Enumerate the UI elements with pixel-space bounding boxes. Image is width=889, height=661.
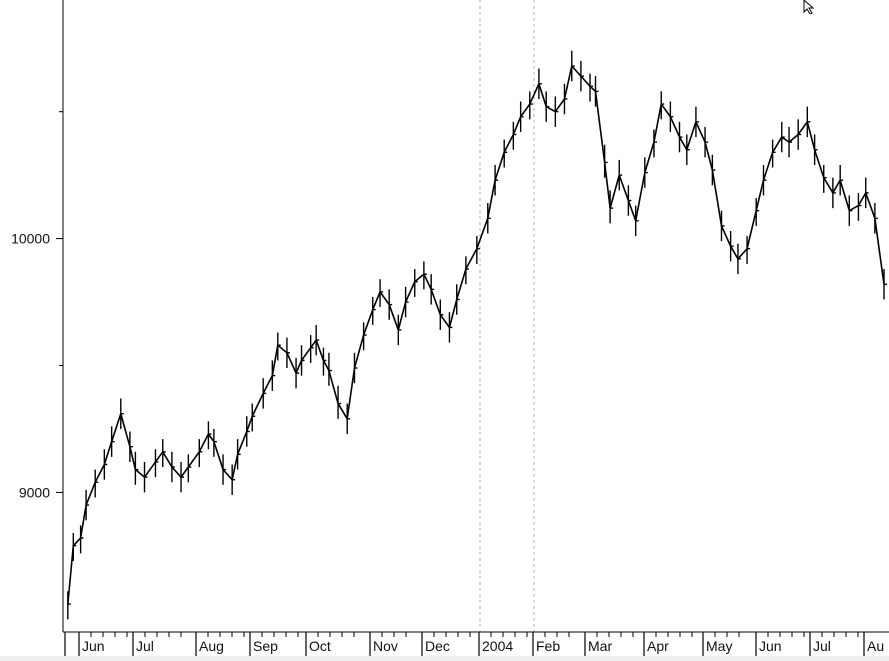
x-tick-label: Oct	[309, 638, 331, 654]
x-tick-label: Mar	[588, 638, 612, 654]
y-tick-label: 10000	[11, 231, 50, 247]
bottom-scroll-strip[interactable]	[0, 656, 889, 661]
x-tick-label: Sep	[253, 638, 278, 654]
x-tick-label: Jun	[82, 638, 105, 654]
price-bar	[874, 218, 887, 300]
x-tick-label: Feb	[536, 638, 560, 654]
x-tick-label: 2004	[482, 638, 513, 654]
x-tick-label: Apr	[647, 638, 669, 654]
y-tick-label: 9000	[19, 484, 50, 500]
y-axis-ticks: 9000 10000	[11, 111, 63, 500]
x-tick-label: Nov	[373, 638, 398, 654]
x-tick-label: Jun	[759, 638, 782, 654]
x-tick-label: Aug	[199, 638, 224, 654]
mouse-pointer-icon	[803, 0, 821, 15]
x-tick-label: Jul	[136, 638, 154, 654]
x-tick-label: Jul	[813, 638, 831, 654]
x-tick-label: Au	[867, 638, 884, 654]
price-bars	[67, 50, 887, 620]
x-axis-ticks: Jun Jul Aug Sep Oct Nov Dec 2004 Feb Mar Apr May Jun…	[64, 632, 884, 656]
x-tick-label: Dec	[425, 638, 450, 654]
x-tick-label: May	[706, 638, 732, 654]
